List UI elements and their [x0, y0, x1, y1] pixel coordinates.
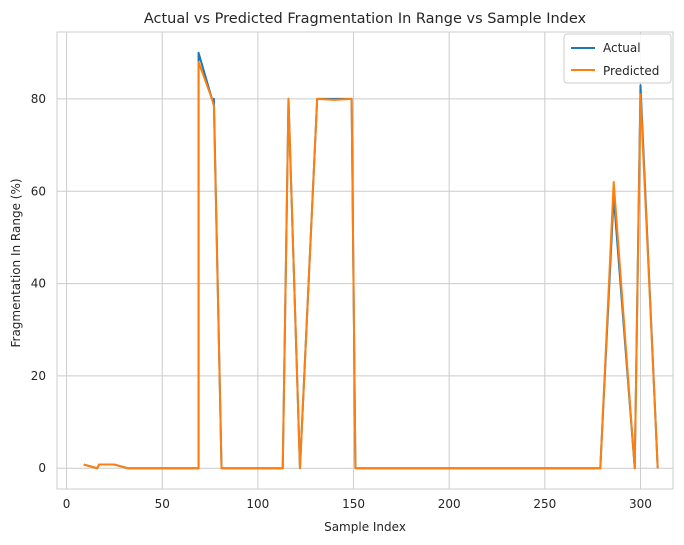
y-tick-label: 0 [38, 461, 46, 475]
series-lines [83, 51, 659, 470]
x-tick-label: 300 [629, 497, 652, 511]
x-tick-label: 150 [342, 497, 365, 511]
y-axis-label: Fragmentation In Range (%) [9, 178, 23, 347]
y-tick-labels: 0 20 40 60 80 [31, 92, 46, 475]
y-tick-label: 80 [31, 92, 46, 106]
x-tick-labels: 0 50 100 150 200 250 300 [63, 497, 652, 511]
grid-lines [57, 32, 673, 489]
chart-title: Actual vs Predicted Fragmentation In Ran… [144, 11, 587, 27]
y-tick-label: 60 [31, 184, 46, 198]
series-line-predicted [83, 61, 659, 470]
legend-label-predicted: Predicted [603, 64, 659, 78]
x-tick-label: 200 [438, 497, 461, 511]
x-tick-label: 250 [533, 497, 556, 511]
y-tick-label: 20 [31, 369, 46, 383]
legend-label-actual: Actual [603, 41, 641, 55]
y-tick-label: 40 [31, 277, 46, 291]
x-tick-label: 0 [63, 497, 71, 511]
x-axis-label: Sample Index [324, 520, 406, 534]
plot-area [56, 31, 674, 490]
x-tick-label: 100 [246, 497, 269, 511]
x-tick-label: 50 [155, 497, 170, 511]
legend: Actual Predicted [563, 33, 672, 84]
